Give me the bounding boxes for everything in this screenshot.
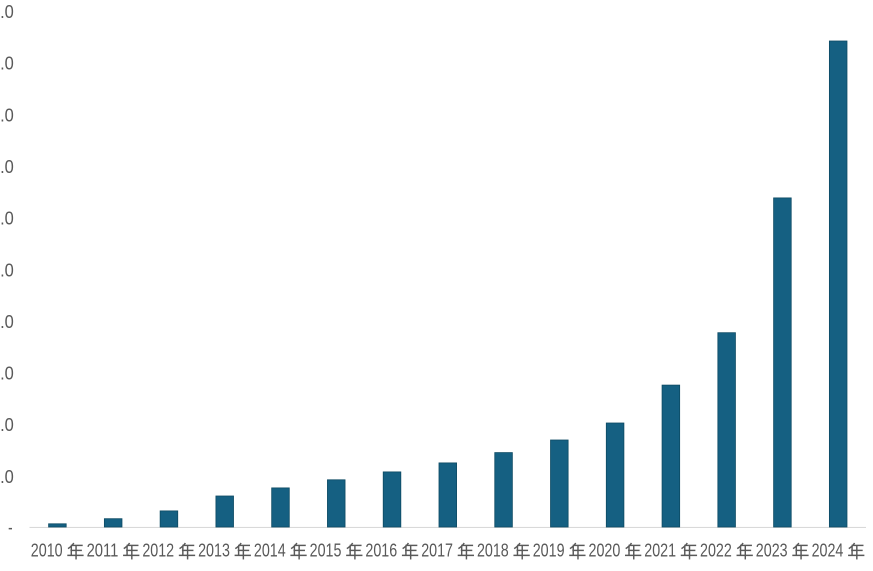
svg-text:.0: .0 bbox=[0, 2, 14, 22]
svg-text:2018: 2018 bbox=[477, 540, 509, 560]
svg-text:2012: 2012 bbox=[142, 540, 174, 560]
svg-text:2019: 2019 bbox=[533, 540, 565, 560]
svg-text:2014: 2014 bbox=[254, 540, 286, 560]
svg-text:2017: 2017 bbox=[421, 540, 453, 560]
svg-text:2022: 2022 bbox=[700, 540, 732, 560]
svg-text:2023: 2023 bbox=[756, 540, 788, 560]
svg-text:2016: 2016 bbox=[365, 540, 397, 560]
svg-text:.0: .0 bbox=[0, 157, 14, 177]
svg-text:2021: 2021 bbox=[644, 540, 676, 560]
svg-text:2020: 2020 bbox=[589, 540, 621, 560]
svg-text:2015: 2015 bbox=[310, 540, 342, 560]
svg-text:.0: .0 bbox=[0, 54, 14, 74]
svg-text:.0: .0 bbox=[0, 209, 14, 229]
svg-text:2010: 2010 bbox=[31, 540, 63, 560]
svg-text:2024: 2024 bbox=[812, 540, 844, 560]
svg-text:.0: .0 bbox=[0, 467, 14, 487]
svg-text:.0: .0 bbox=[0, 415, 14, 435]
svg-text:.0: .0 bbox=[0, 312, 14, 332]
svg-text:.0: .0 bbox=[0, 260, 14, 280]
svg-text:2013: 2013 bbox=[198, 540, 230, 560]
svg-text:.0: .0 bbox=[0, 364, 14, 384]
svg-text:2011: 2011 bbox=[87, 540, 119, 560]
svg-text:.0: .0 bbox=[0, 105, 14, 125]
